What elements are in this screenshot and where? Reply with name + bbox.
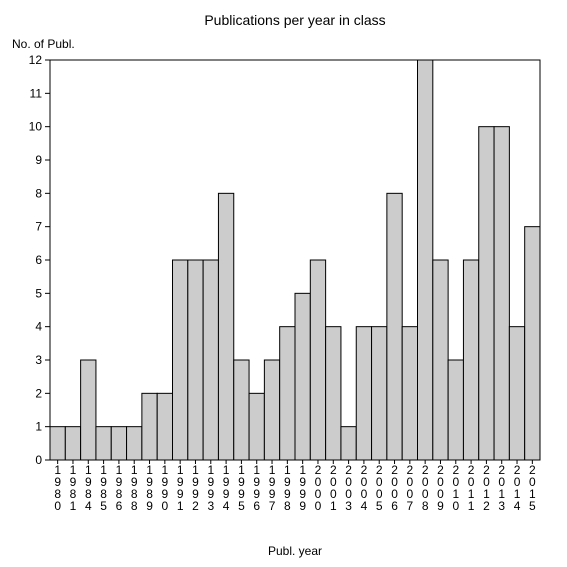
bar (509, 327, 524, 460)
bar (402, 327, 417, 460)
bar (127, 427, 142, 460)
x-tick-label: 2001 (330, 463, 337, 513)
x-tick-label: 2015 (529, 463, 536, 513)
x-tick-label: 2007 (407, 463, 414, 513)
y-tick-label: 9 (35, 153, 42, 167)
x-tick-label: 1993 (207, 463, 214, 513)
bar (81, 360, 96, 460)
x-tick-label: 1997 (269, 463, 276, 513)
bar (111, 427, 126, 460)
y-tick-label: 7 (35, 220, 42, 234)
y-axis-label: No. of Publ. (12, 37, 75, 51)
bar (218, 193, 233, 460)
bar (173, 260, 188, 460)
x-tick-label: 2008 (422, 463, 429, 513)
y-tick-label: 11 (30, 86, 43, 100)
x-tick-label: 1992 (192, 463, 199, 513)
x-tick-label: 2005 (376, 463, 383, 513)
bar (387, 193, 402, 460)
x-tick-label: 1994 (223, 463, 230, 513)
bar (96, 427, 111, 460)
bar (234, 360, 249, 460)
bar (142, 393, 157, 460)
bar (525, 227, 540, 460)
x-tick-label: 1984 (85, 463, 92, 513)
bar (463, 260, 478, 460)
bar (50, 427, 65, 460)
x-tick-label: 2004 (361, 463, 368, 513)
y-tick-label: 5 (35, 286, 42, 300)
x-tick-label: 1996 (253, 463, 260, 513)
y-tick-label: 0 (35, 453, 42, 467)
bar (203, 260, 218, 460)
chart-title: Publications per year in class (204, 12, 385, 28)
bar (188, 260, 203, 460)
y-tick-label: 6 (35, 253, 42, 267)
y-tick-label: 8 (35, 186, 42, 200)
bar (448, 360, 463, 460)
x-tick-label: 2011 (468, 463, 475, 513)
chart-svg: Publications per year in class No. of Pub… (0, 0, 567, 567)
bar (433, 260, 448, 460)
bar (372, 327, 387, 460)
x-tick-label: 1995 (238, 463, 245, 513)
bar (494, 127, 509, 460)
y-tick-label: 1 (35, 420, 42, 434)
y-tick-label: 10 (29, 120, 43, 134)
x-tick-label: 1990 (162, 463, 169, 513)
x-tick-label: 1991 (177, 463, 184, 513)
bar (264, 360, 279, 460)
x-tick-label: 2006 (391, 463, 398, 513)
bar (326, 327, 341, 460)
bar (295, 293, 310, 460)
x-tick-label: 1986 (116, 463, 123, 513)
x-tick-label: 1985 (100, 463, 107, 513)
y-tick-label: 4 (35, 320, 42, 334)
x-tick-label: 2013 (498, 463, 505, 513)
x-tick-label: 1988 (131, 463, 138, 513)
bar (479, 127, 494, 460)
x-tick-label: 2009 (437, 463, 444, 513)
bar (341, 427, 356, 460)
x-axis-label: Publ. year (268, 544, 322, 558)
y-tick-label: 3 (35, 353, 42, 367)
bar (249, 393, 264, 460)
bar (310, 260, 325, 460)
bar (65, 427, 80, 460)
x-tick-label: 2000 (315, 463, 322, 513)
x-tick-label: 2010 (452, 463, 459, 513)
x-tick-label: 1980 (54, 463, 61, 513)
x-tick-label: 1989 (146, 463, 153, 513)
chart-container: Publications per year in class No. of Pub… (0, 0, 567, 567)
y-tick-label: 12 (29, 53, 43, 67)
x-tick-label: 2014 (514, 463, 521, 513)
x-tick-label: 1999 (299, 463, 306, 513)
x-tick-label: 2012 (483, 463, 490, 513)
x-tick-label: 2003 (345, 463, 352, 513)
bar (157, 393, 172, 460)
bar (356, 327, 371, 460)
y-tick-label: 2 (35, 386, 42, 400)
bar (280, 327, 295, 460)
x-tick-label: 1998 (284, 463, 291, 513)
bar (418, 60, 433, 460)
x-tick-label: 1981 (70, 463, 77, 513)
